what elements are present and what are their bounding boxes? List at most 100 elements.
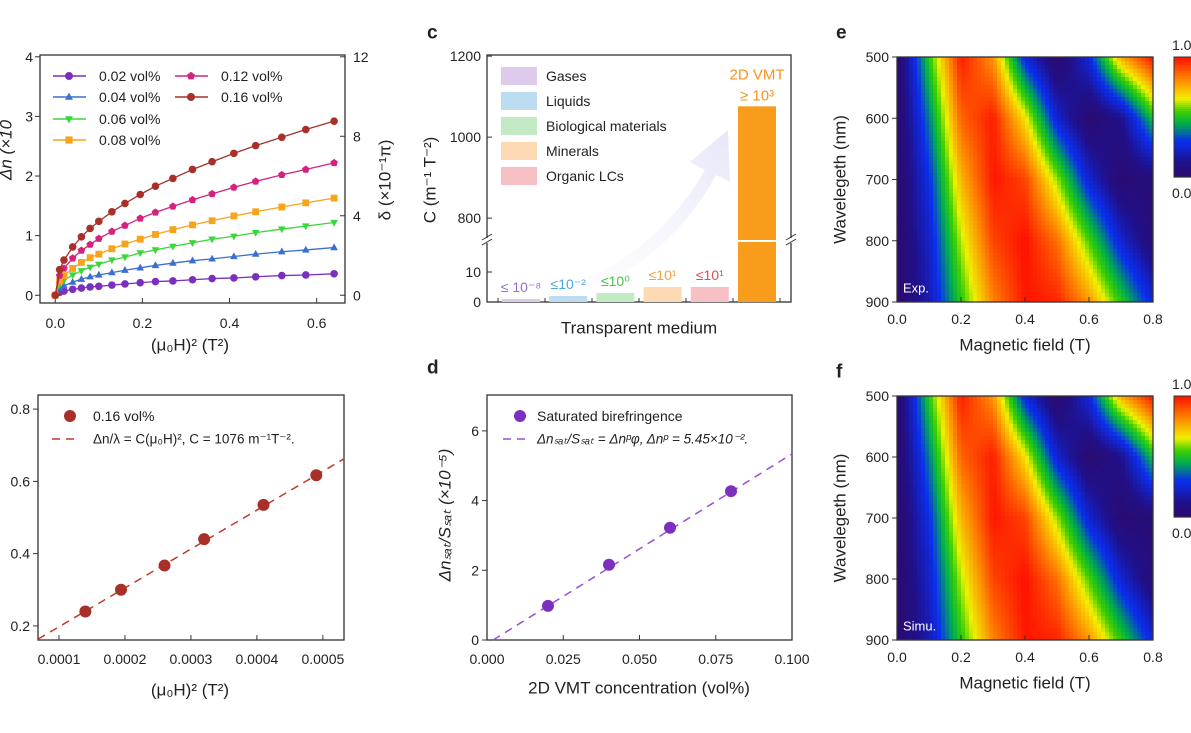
heatmap-cell (969, 141, 974, 146)
heatmap-cell (1061, 89, 1066, 94)
colorbar-strip (1174, 159, 1191, 162)
heatmap-cell (989, 233, 994, 238)
heatmap-cell (1121, 57, 1126, 62)
heatmap-cell (929, 85, 934, 90)
heatmap-cell (981, 117, 986, 122)
heatmap-cell (1145, 61, 1150, 66)
heatmap-cell (969, 277, 974, 282)
heatmap-cell (1013, 109, 1018, 114)
heatmap-cell (925, 229, 930, 234)
heatmap-cell (1005, 265, 1010, 270)
heatmap-cell (1121, 69, 1126, 74)
heatmap-cell (949, 277, 954, 282)
heatmap-cell (941, 165, 946, 170)
heatmap-cell (1113, 69, 1118, 74)
heatmap-cell (1125, 125, 1130, 130)
heatmap-cell (1117, 408, 1122, 413)
heatmap-cell (981, 400, 986, 405)
heatmap-cell (1113, 245, 1118, 250)
heatmap-cell (1093, 221, 1098, 226)
heatmap-cell (1073, 428, 1078, 433)
data-point (514, 410, 526, 422)
heatmap-cell (1061, 257, 1066, 262)
heatmap-cell (1125, 93, 1130, 98)
heatmap-cell (945, 69, 950, 74)
heatmap-cell (1121, 201, 1126, 206)
heatmap-cell (1061, 201, 1066, 206)
heatmap-cell (1021, 420, 1026, 425)
heatmap-cell (1017, 229, 1022, 234)
heatmap-cell (945, 57, 950, 62)
heatmap-cell (1105, 245, 1110, 250)
heatmap-cell (1105, 141, 1110, 146)
heatmap-cell (1073, 408, 1078, 413)
heatmap-cell (1073, 101, 1078, 106)
heatmap-cell (945, 133, 950, 138)
heatmap-cell (1141, 221, 1146, 226)
heatmap-cell (977, 129, 982, 134)
heatmap-cell (1021, 297, 1026, 302)
data-point (252, 208, 260, 216)
heatmap-cell (901, 428, 906, 433)
heatmap-cell (1029, 149, 1034, 154)
heatmap-cell (1073, 109, 1078, 114)
heatmap-cell (1133, 89, 1138, 94)
heatmap-cell (1117, 281, 1122, 286)
data-point (230, 183, 238, 191)
heatmap-cell (1033, 241, 1038, 246)
heatmap-cell (1049, 89, 1054, 94)
heatmap-cell (1085, 73, 1090, 78)
heatmap-cell (1037, 261, 1042, 266)
heatmap-cell (1005, 177, 1010, 182)
heatmap-cell (897, 257, 902, 262)
heatmap-cell (1137, 85, 1142, 90)
heatmap-cell (925, 93, 930, 98)
heatmap-cell (1017, 213, 1022, 218)
heatmap-cell (1073, 113, 1078, 118)
heatmap-cell (1037, 404, 1042, 409)
heatmap-cell (1089, 77, 1094, 82)
data-point (208, 157, 216, 166)
heatmap-cell (1041, 416, 1046, 421)
heatmap-cell (941, 185, 946, 190)
heatmap-cell (917, 189, 922, 194)
heatmap-cell (961, 265, 966, 270)
heatmap-cell (1029, 217, 1034, 222)
heatmap-cell (1005, 221, 1010, 226)
panel-b-linear-fit: 0.0001 0.0002 0.0003 0.0004 0.00050.20.40.60… (11, 394, 345, 700)
data-point (158, 559, 171, 572)
heatmap-cell (1073, 432, 1078, 437)
heatmap-cell (1105, 161, 1110, 166)
heatmap-cell (1105, 145, 1110, 150)
heatmap-cell (1053, 281, 1058, 286)
heatmap-cell (1065, 201, 1070, 206)
heatmap-cell (901, 245, 906, 250)
heatmap-cell (1145, 432, 1150, 437)
heatmap-cell (1013, 201, 1018, 206)
heatmap-cell (1093, 125, 1098, 130)
heatmap-cell (917, 133, 922, 138)
heatmap-cell (1025, 420, 1030, 425)
heatmap-cell (1053, 245, 1058, 250)
legend-swatch (501, 67, 537, 85)
heatmap-cell (1101, 89, 1106, 94)
heatmap-cell (1057, 157, 1062, 162)
colorbar-strip (1174, 115, 1191, 118)
heatmap-cell (1121, 185, 1126, 190)
heatmap-cell (1013, 157, 1018, 162)
heatmap-cell (941, 265, 946, 270)
heatmap-cell (1145, 73, 1150, 78)
heatmap-cell (961, 105, 966, 110)
heatmap-cell (913, 201, 918, 206)
heatmap-cell (1005, 289, 1010, 294)
heatmap-cell (965, 145, 970, 150)
heatmap-cell (1117, 205, 1122, 210)
heatmap-cell (909, 209, 914, 214)
heatmap-cell (921, 281, 926, 286)
heatmap-cell (1097, 121, 1102, 126)
heatmap-cell (1017, 125, 1022, 130)
heatmap-cell (901, 81, 906, 86)
heatmap-cell (1113, 428, 1118, 433)
legend-label: 0.08 vol% (99, 132, 160, 148)
heatmap-cell (1021, 69, 1026, 74)
